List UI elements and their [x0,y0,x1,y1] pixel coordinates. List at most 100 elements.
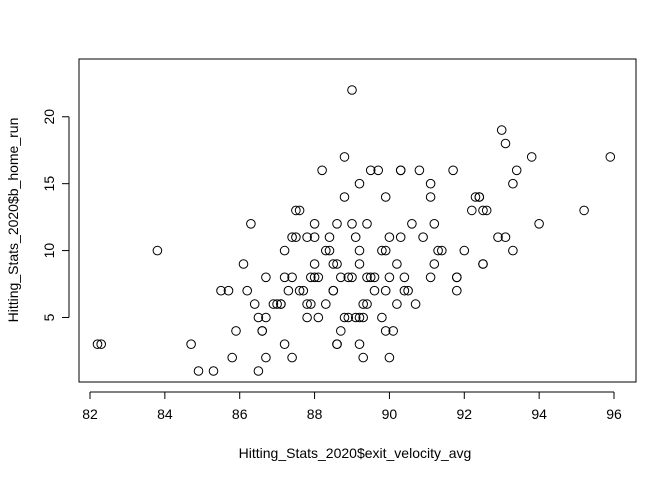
data-point [261,272,271,283]
data-point [399,285,410,296]
data-point [392,259,402,269]
data-point [246,219,256,229]
data-point [380,326,391,336]
data-point [380,192,391,202]
data-point [395,232,406,242]
data-point [347,219,357,229]
data-point [332,219,342,229]
data-point [380,245,391,256]
data-point [238,259,249,269]
data-point [384,232,395,242]
data-point [425,272,436,283]
data-point [350,312,361,323]
x-tick-label: 88 [307,406,323,422]
data-point [377,245,387,256]
data-point [231,326,241,336]
data-point [579,205,589,216]
data-point [193,366,204,376]
y-tick-label: 10 [41,243,57,259]
data-point [384,352,395,363]
data-point [283,285,294,296]
data-point [291,232,301,242]
data-point [395,165,406,176]
data-point [276,299,286,309]
x-tick-label: 94 [531,406,547,422]
y-axis: 5 10 15 20 [41,109,70,321]
data-point [425,178,436,189]
data-point [302,232,312,242]
data-point [309,219,320,229]
data-point [425,192,436,202]
data-point [302,312,312,323]
data-point [358,352,369,363]
data-point [500,138,511,149]
data-point [605,152,616,162]
data-point [500,232,511,242]
data-point [272,299,282,309]
data-point [287,272,297,283]
data-point [279,245,290,256]
data-point [324,245,335,256]
data-point [339,312,350,323]
data-point [365,272,376,283]
data-point [223,285,234,296]
data-point [478,259,488,269]
data-point [92,339,103,350]
data-point [96,339,106,350]
data-point [216,285,226,296]
data-point [452,272,462,283]
x-tick-label: 92 [456,406,472,422]
data-point [362,219,372,229]
data-point [377,312,387,323]
x-tick-label: 86 [232,406,248,422]
data-point [448,165,458,176]
data-point [354,178,365,189]
data-point [336,326,346,336]
y-tick-label: 15 [41,176,57,192]
data-point [347,85,357,95]
data-point [350,232,361,242]
data-point [279,272,290,283]
data-point [309,272,320,283]
data-point [186,339,196,350]
data-point [407,219,417,229]
data-point [399,272,410,283]
x-tick-label: 82 [82,406,98,422]
data-point [208,366,219,376]
x-tick-label: 96 [606,406,622,422]
data-point [227,352,237,363]
data-point [306,272,316,283]
data-point [298,285,309,296]
data-point [459,245,470,256]
data-point [384,272,395,283]
data-point [354,312,365,323]
data-point [403,285,413,296]
data-point [279,339,290,350]
data-point [306,299,316,309]
data-point [324,232,335,242]
x-tick-label: 90 [382,406,398,422]
data-point [309,232,320,242]
data-point [437,245,447,256]
data-point [414,165,425,176]
data-point [369,272,380,283]
data-point [302,299,312,309]
data-point [369,285,380,296]
data-point [339,192,350,202]
data-point [474,192,485,202]
y-axis-title: Hitting_Stats_2020$b_home_run [5,118,21,323]
data-point [253,366,264,376]
x-axis-title: Hitting_Stats_2020$exit_velocity_avg [239,445,472,461]
data-point [365,165,376,176]
data-point [321,299,331,309]
data-point [287,232,297,242]
data-point [508,245,518,256]
data-point [354,339,365,350]
data-point [343,272,354,283]
data-point [354,245,365,256]
data-point [358,312,369,323]
data-point [452,285,462,296]
data-point [321,245,331,256]
data-point [261,352,271,363]
y-tick-label: 5 [41,313,57,321]
